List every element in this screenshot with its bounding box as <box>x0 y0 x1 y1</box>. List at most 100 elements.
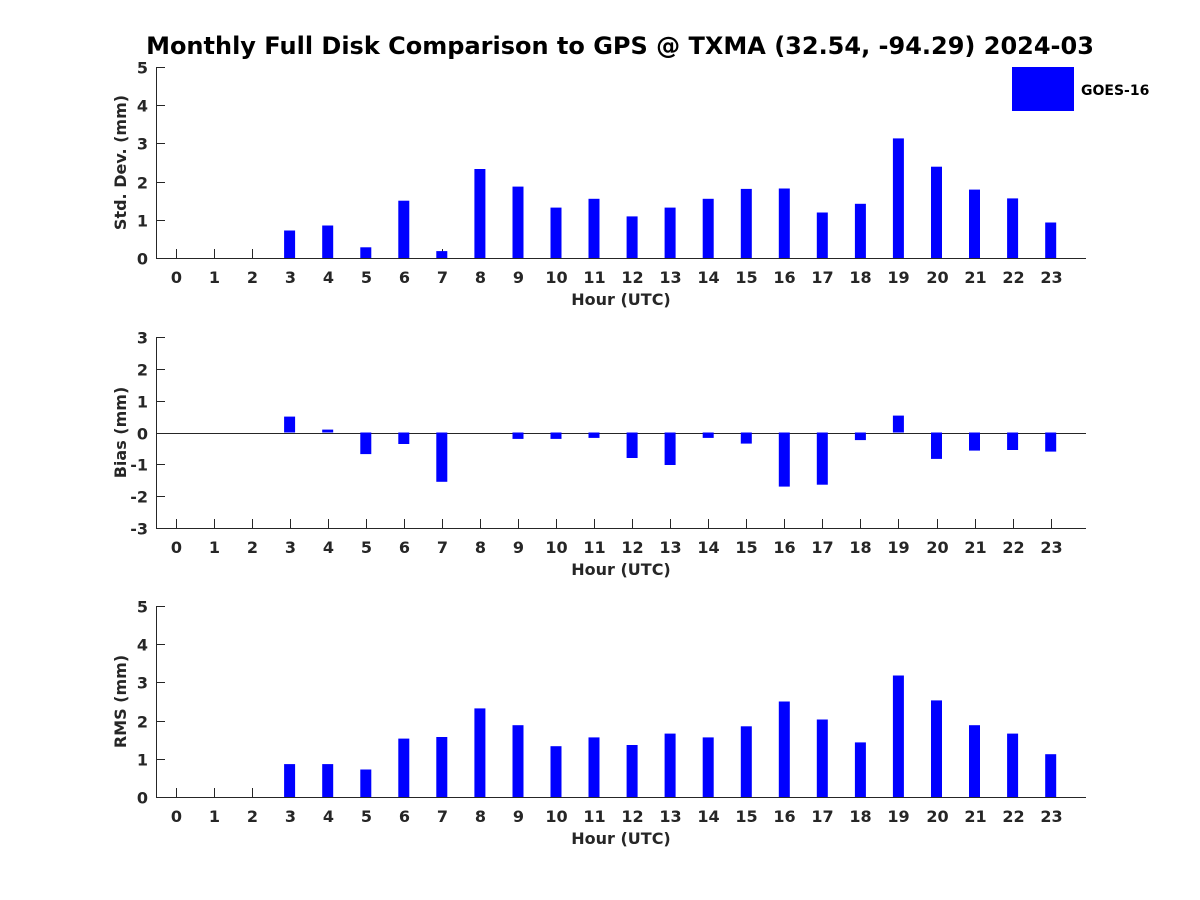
rms-x-tick-label: 23 <box>1040 807 1062 826</box>
bias-bar <box>1007 432 1019 450</box>
stddev-x-tick-label: 14 <box>697 268 719 287</box>
bias-x-tick-label: 13 <box>659 538 681 557</box>
bias-x-axis-label: Hour (UTC) <box>571 560 671 579</box>
stddev-bar <box>854 203 866 258</box>
bias-x-tick-label: 8 <box>475 538 486 557</box>
rms-bar <box>284 764 296 797</box>
bias-bar <box>702 432 714 438</box>
rms-x-tick-label: 17 <box>811 807 833 826</box>
rms-bar <box>892 675 904 797</box>
bias-x-tick-label: 22 <box>1002 538 1024 557</box>
rms-bar <box>931 700 942 797</box>
stddev-x-tick-label: 3 <box>285 268 296 287</box>
stddev-x-tick-label: 16 <box>773 268 795 287</box>
stddev-x-tick-label: 15 <box>735 268 757 287</box>
rms-x-tick-label: 3 <box>285 807 296 826</box>
bias-x-tick-label: 10 <box>545 538 567 557</box>
bias-x-tick-label: 7 <box>437 538 448 557</box>
bias-y-tick-label: 0 <box>137 425 148 444</box>
bias-bar <box>1045 432 1057 452</box>
stddev-bar <box>284 230 296 258</box>
bias-bar <box>436 432 448 482</box>
rms-x-axis-label: Hour (UTC) <box>571 829 671 848</box>
rms-x-tick-label: 19 <box>887 807 909 826</box>
rms-y-tick-label: 1 <box>137 751 148 770</box>
bias-bar <box>664 432 676 465</box>
rms-bar <box>740 726 752 797</box>
stddev-y-tick-label: 5 <box>137 59 148 78</box>
bias-x-tick-label: 4 <box>323 538 334 557</box>
rms-x-tick-label: 2 <box>247 807 258 826</box>
stddev-bar <box>816 212 828 258</box>
rms-x-tick-label: 13 <box>659 807 681 826</box>
chart-title: Monthly Full Disk Comparison to GPS @ TX… <box>146 32 1094 60</box>
stddev-bar <box>1045 222 1057 258</box>
bias-bar <box>512 432 524 439</box>
stddev-bar <box>360 247 372 258</box>
rms-x-tick-label: 18 <box>849 807 871 826</box>
rms-y-tick-label: 4 <box>137 636 148 655</box>
stddev-bar <box>474 169 486 258</box>
stddev-x-tick-label: 6 <box>399 268 410 287</box>
bias-y-tick-label: 1 <box>137 393 148 412</box>
bias-x-tick-label: 0 <box>171 538 182 557</box>
bias-x-tick-label: 15 <box>735 538 757 557</box>
bias-bar <box>284 416 296 433</box>
stddev-bar <box>702 198 714 258</box>
rms-x-tick-label: 21 <box>964 807 986 826</box>
bias-x-tick-label: 21 <box>964 538 986 557</box>
bias-x-tick-label: 23 <box>1040 538 1062 557</box>
rms-bar <box>360 769 372 797</box>
bias-x-tick-label: 5 <box>361 538 372 557</box>
stddev-y-axis-label: Std. Dev. (mm) <box>111 95 130 230</box>
stddev-x-tick-label: 20 <box>926 268 948 287</box>
legend: GOES-16 <box>1012 67 1149 111</box>
bias-bar <box>740 432 752 444</box>
rms-x-tick-label: 4 <box>323 807 334 826</box>
rms-bar <box>778 701 790 797</box>
legend-swatch <box>1012 67 1074 111</box>
bias-y-tick-label: -2 <box>130 488 148 507</box>
rms-bar <box>474 708 486 797</box>
bias-bar <box>931 432 942 459</box>
stddev-bar <box>322 225 334 258</box>
rms-bar <box>816 719 828 797</box>
stddev-x-tick-label: 12 <box>621 268 643 287</box>
rms-x-tick-label: 0 <box>171 807 182 826</box>
bias-x-tick-label: 18 <box>849 538 871 557</box>
rms-y-axis-label: RMS (mm) <box>111 655 130 748</box>
rms-bar <box>1045 754 1057 797</box>
stddev-bar <box>550 207 562 258</box>
stddev-bar <box>398 200 410 258</box>
bias-y-tick-label: -3 <box>130 520 148 539</box>
rms-x-tick-label: 20 <box>926 807 948 826</box>
bias-y-tick-label: 3 <box>137 329 148 348</box>
rms-y-tick-label: 5 <box>137 598 148 617</box>
rms-x-tick-label: 5 <box>361 807 372 826</box>
rms-bar <box>588 737 600 797</box>
stddev-bar <box>778 188 790 258</box>
stddev-y-tick-label: 1 <box>137 212 148 231</box>
bias-bar <box>969 432 980 451</box>
bias-bar <box>778 432 790 487</box>
stddev-x-tick-label: 7 <box>437 268 448 287</box>
legend-label: GOES-16 <box>1081 83 1149 99</box>
stddev-y-tick-label: 4 <box>137 97 148 116</box>
bias-x-tick-label: 2 <box>247 538 258 557</box>
stddev-x-axis-label: Hour (UTC) <box>571 290 671 309</box>
rms-bar <box>550 746 562 797</box>
rms-bar <box>322 764 334 797</box>
stddev-bar <box>626 216 638 258</box>
bias-bar <box>550 432 562 439</box>
rms-x-tick-label: 1 <box>209 807 220 826</box>
rms-x-tick-label: 16 <box>773 807 795 826</box>
bias-x-tick-label: 6 <box>399 538 410 557</box>
bias-x-tick-label: 11 <box>583 538 605 557</box>
stddev-x-tick-label: 8 <box>475 268 486 287</box>
stddev-x-tick-label: 2 <box>247 268 258 287</box>
stddev-x-tick-label: 23 <box>1040 268 1062 287</box>
rms-x-tick-label: 10 <box>545 807 567 826</box>
